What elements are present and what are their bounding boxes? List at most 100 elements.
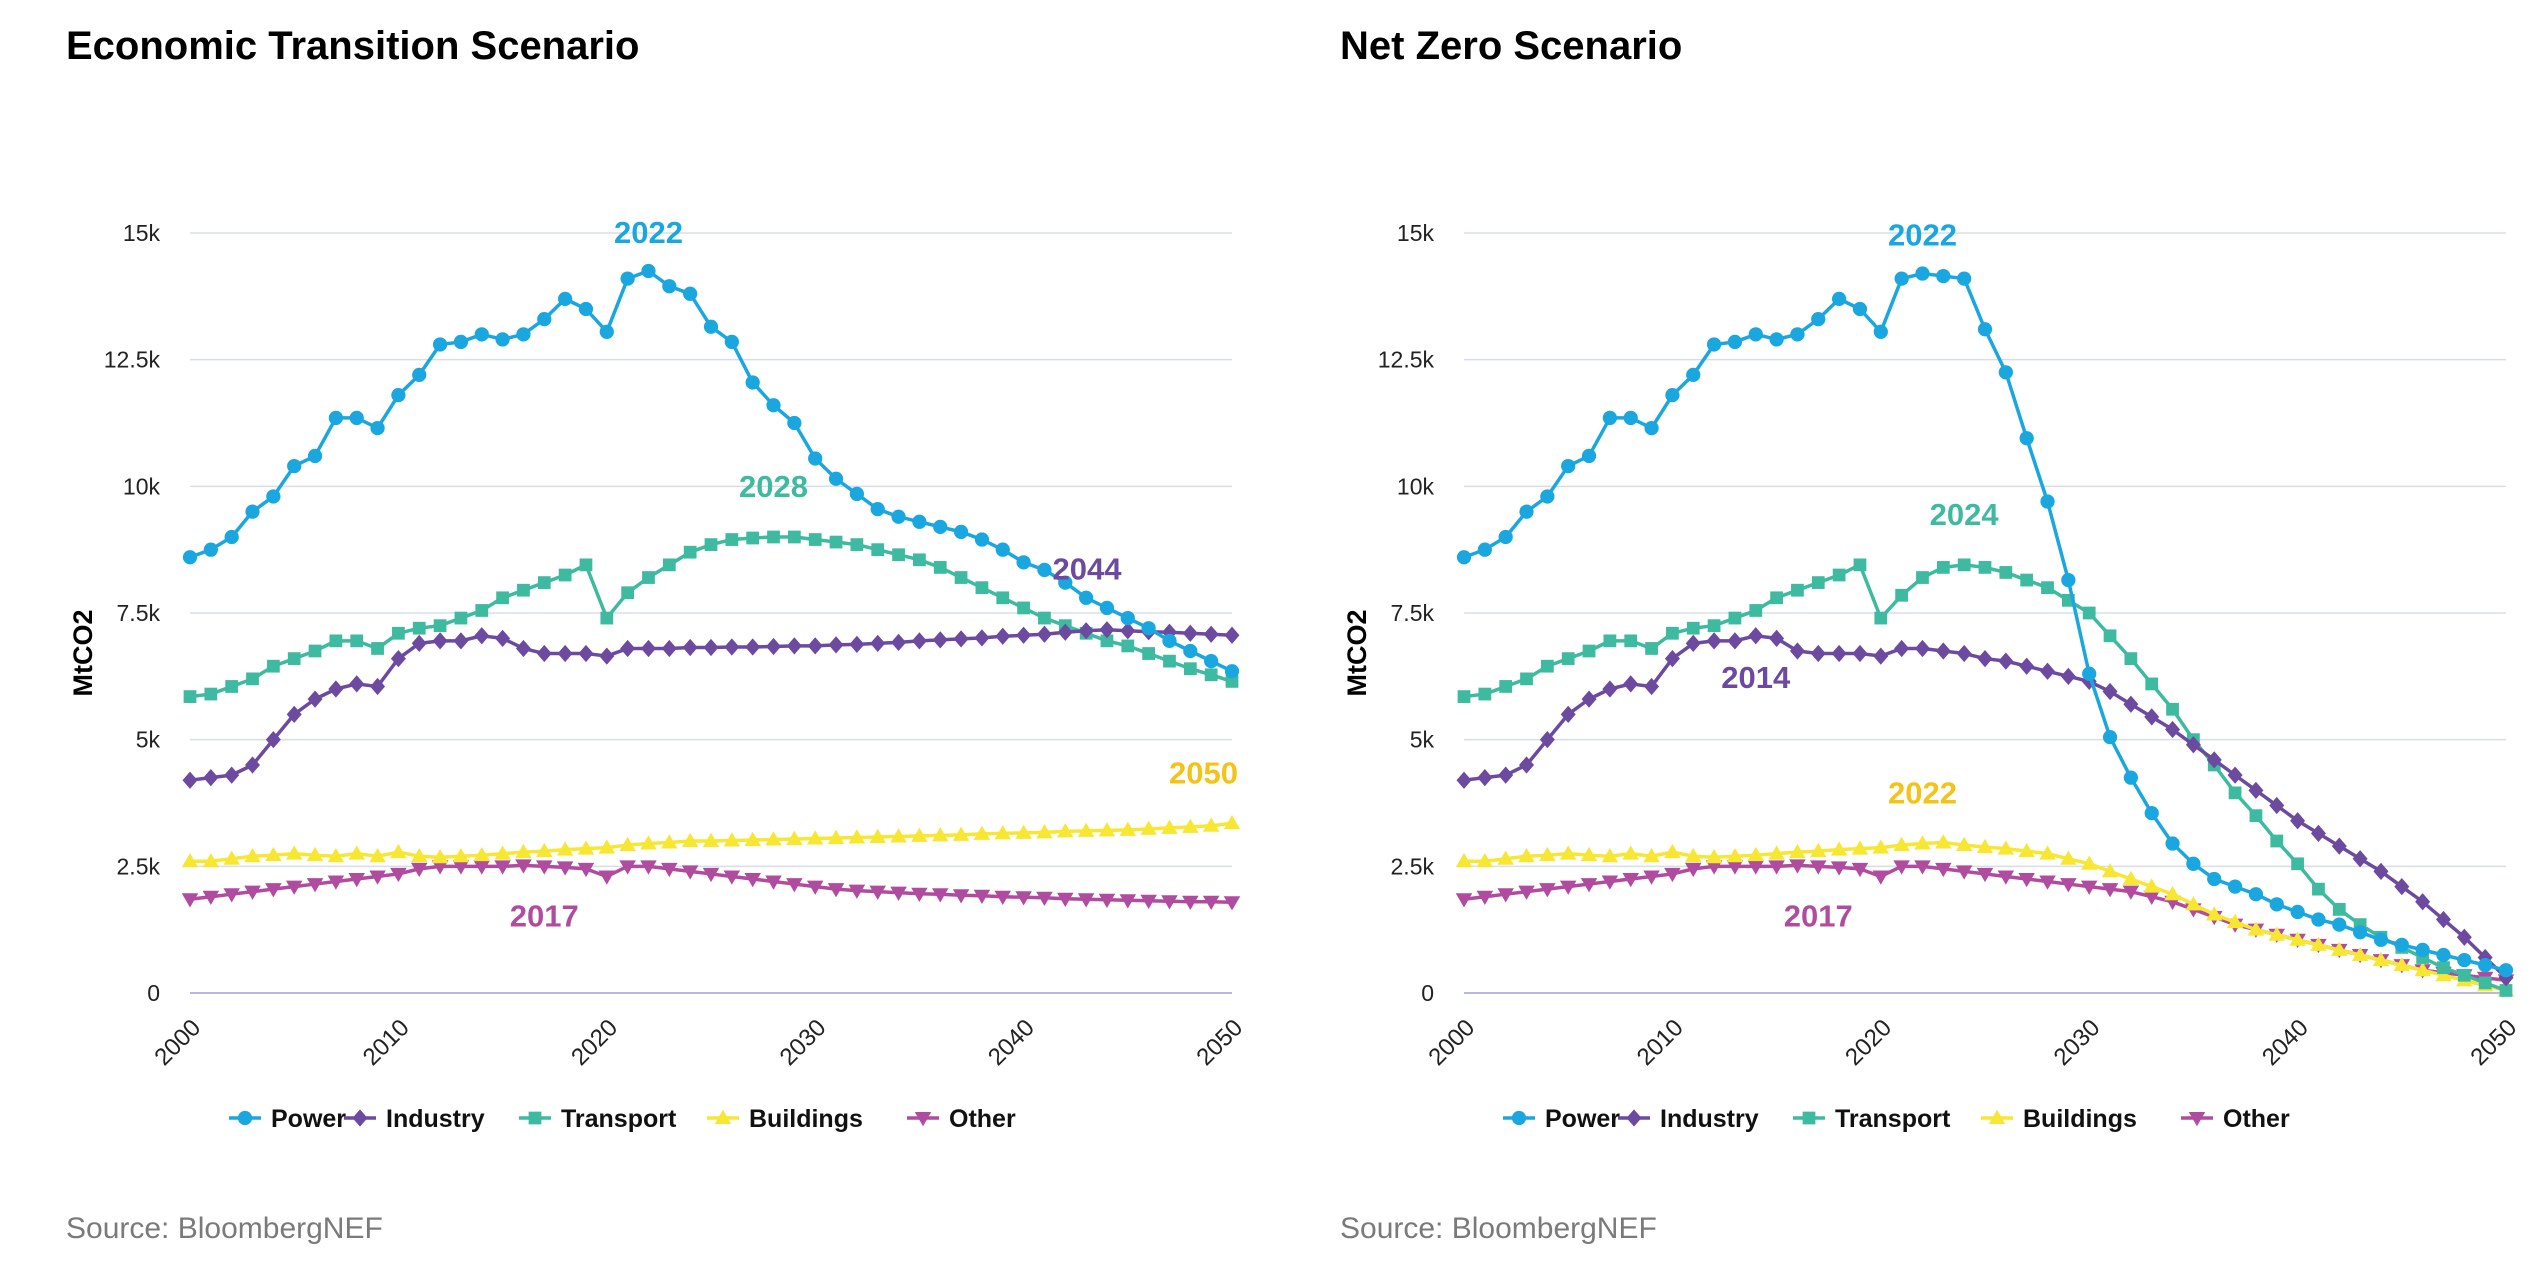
data-point-power bbox=[1078, 590, 1094, 605]
data-point-power bbox=[2123, 770, 2139, 785]
data-point-transport bbox=[1603, 634, 1617, 648]
data-point-buildings bbox=[1119, 821, 1137, 836]
data-point-industry bbox=[390, 649, 406, 668]
data-point-power bbox=[620, 271, 635, 286]
data-point-industry bbox=[1203, 625, 1219, 643]
data-point-transport bbox=[225, 680, 239, 693]
annotation-other: 2017 bbox=[1784, 898, 1853, 933]
series-buildings bbox=[1455, 834, 2515, 997]
data-point-power bbox=[2436, 947, 2451, 963]
y-tick-label: 10k bbox=[123, 473, 161, 499]
data-point-buildings bbox=[1789, 843, 1806, 859]
data-point-industry bbox=[1935, 642, 1951, 660]
legend-item-other: Other bbox=[2181, 1105, 2290, 1133]
data-point-buildings bbox=[1955, 836, 1973, 852]
data-point-other bbox=[1914, 860, 1931, 875]
y-tick-label: 7.5k bbox=[1391, 600, 1435, 626]
data-point-power bbox=[2457, 952, 2472, 968]
data-point-power bbox=[912, 514, 927, 529]
data-point-buildings bbox=[536, 842, 553, 858]
data-point-buildings bbox=[2080, 855, 2098, 870]
data-point-other bbox=[911, 887, 928, 902]
data-point-industry bbox=[2415, 893, 2431, 911]
data-point-buildings bbox=[994, 825, 1012, 840]
data-point-transport bbox=[1645, 642, 1658, 655]
data-point-other bbox=[1476, 890, 1494, 905]
data-point-power bbox=[1602, 410, 1618, 426]
chart-panel-economic-transition: Economic Transition Scenario 0 2.5k 5k 7.5k… bbox=[66, 24, 1248, 1245]
annotation-buildings: 2050 bbox=[1169, 755, 1238, 790]
series-transport bbox=[183, 530, 1239, 703]
data-point-other bbox=[1497, 888, 1514, 903]
data-point-industry bbox=[286, 705, 302, 723]
data-point-industry bbox=[1120, 622, 1136, 640]
data-point-buildings bbox=[1914, 835, 1931, 850]
data-point-power bbox=[891, 509, 906, 524]
data-point-industry bbox=[453, 632, 469, 650]
data-point-industry bbox=[870, 634, 886, 653]
data-point-power bbox=[1894, 271, 1909, 286]
data-point-transport bbox=[454, 611, 468, 625]
data-point-industry bbox=[1623, 675, 1639, 693]
data-point-transport bbox=[829, 535, 843, 549]
data-point-buildings bbox=[202, 853, 220, 868]
data-point-buildings bbox=[702, 832, 720, 847]
data-point-power bbox=[2186, 856, 2201, 871]
data-point-industry bbox=[1956, 644, 1972, 663]
data-point-transport bbox=[1038, 611, 1051, 625]
data-point-other bbox=[494, 860, 511, 875]
data-point-power bbox=[683, 286, 698, 301]
data-point-transport bbox=[767, 530, 780, 544]
data-point-buildings bbox=[2226, 913, 2244, 929]
data-point-industry bbox=[1477, 769, 1493, 787]
data-point-transport bbox=[2166, 702, 2179, 716]
data-point-other bbox=[848, 884, 866, 899]
data-point-industry bbox=[2206, 751, 2222, 769]
annotation-transport: 2028 bbox=[739, 469, 808, 504]
data-point-power bbox=[641, 263, 656, 279]
data-point-other bbox=[536, 860, 553, 875]
data-point-buildings bbox=[1747, 846, 1765, 862]
data-point-other bbox=[723, 870, 741, 885]
data-point-buildings bbox=[765, 831, 782, 846]
gridlines bbox=[1464, 232, 2506, 994]
data-point-power bbox=[2102, 730, 2118, 745]
data-point-transport bbox=[787, 530, 801, 544]
data-point-buildings bbox=[723, 832, 741, 847]
data-point-other bbox=[577, 862, 595, 878]
y-tick-label: 0 bbox=[1421, 980, 1434, 1006]
data-point-buildings bbox=[786, 830, 803, 845]
data-point-buildings bbox=[1935, 834, 1952, 849]
data-point-other bbox=[619, 860, 636, 875]
data-point-other bbox=[1684, 862, 1702, 878]
data-point-industry bbox=[828, 636, 844, 654]
data-point-other bbox=[223, 888, 240, 903]
data-point-power bbox=[1852, 301, 1868, 317]
data-point-transport bbox=[1520, 672, 1533, 686]
data-point-power bbox=[1162, 633, 1177, 648]
data-point-transport bbox=[579, 558, 593, 572]
data-point-transport bbox=[1749, 604, 1763, 617]
data-point-buildings bbox=[1182, 818, 1199, 833]
data-point-buildings bbox=[598, 839, 616, 854]
legend-item-industry: Industry bbox=[1618, 1105, 1759, 1133]
data-point-power bbox=[1581, 448, 1597, 464]
legend-marker bbox=[2188, 1112, 2206, 1127]
data-point-transport bbox=[1163, 654, 1176, 668]
data-point-industry bbox=[1977, 649, 1993, 668]
data-point-power bbox=[2290, 904, 2305, 920]
legend-marker bbox=[1626, 1109, 1642, 1127]
data-point-transport bbox=[537, 576, 551, 589]
data-point-other bbox=[1559, 880, 1577, 895]
data-point-buildings bbox=[744, 831, 761, 846]
legend-label: Industry bbox=[386, 1105, 485, 1133]
data-point-power bbox=[2165, 836, 2180, 851]
data-point-industry bbox=[2227, 766, 2243, 784]
data-point-other bbox=[327, 875, 345, 890]
data-point-transport bbox=[2124, 652, 2138, 665]
data-point-buildings bbox=[577, 840, 595, 855]
data-point-industry bbox=[1831, 644, 1847, 663]
data-point-power bbox=[974, 532, 990, 547]
data-point-industry bbox=[1894, 639, 1910, 658]
x-tick-label: 2030 bbox=[775, 1014, 832, 1071]
